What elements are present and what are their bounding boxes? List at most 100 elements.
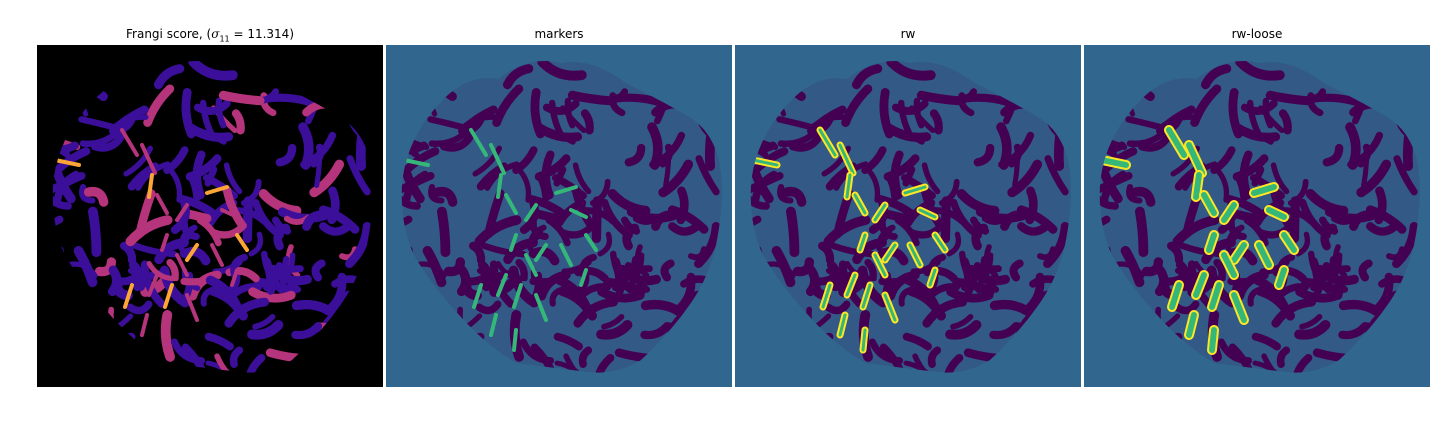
tissue-structure: [1235, 61, 1285, 81]
tissue-structure: [888, 125, 925, 145]
tissue-structure: [1305, 189, 1349, 216]
tissue-structure: [475, 300, 502, 315]
tissue-structure: [489, 260, 515, 308]
tissue-structure: [907, 222, 945, 239]
tissue-structure: [1322, 143, 1344, 167]
vessel-core: [933, 233, 947, 252]
vessel-marker: [504, 193, 518, 215]
vessel-marker: [534, 243, 548, 262]
tissue-structure: [1178, 242, 1225, 258]
tissue-structure: [1141, 257, 1164, 277]
tissue-structure: [1299, 198, 1331, 239]
tissue-structure: [1017, 222, 1050, 236]
tissue-structure: [298, 122, 314, 170]
tissue-structure: [1289, 196, 1300, 244]
tissue-structure: [67, 261, 98, 279]
tissue-structure: [272, 216, 292, 235]
tissue-structure: [88, 206, 102, 258]
rw-loose-panel-title: rw-loose: [1231, 27, 1283, 41]
tissue-structure: [946, 287, 994, 303]
tissue-structure: [146, 260, 179, 282]
tissue-structure: [902, 332, 932, 351]
markers-image: [386, 45, 732, 387]
tissue-structure: [285, 244, 301, 278]
tissue-structure: [166, 258, 179, 282]
tissue-structure: [668, 222, 701, 236]
tissue-structure: [209, 222, 247, 239]
tissue-structure: [983, 244, 999, 278]
tissue-structure: [229, 346, 244, 368]
tissue-structure: [218, 90, 265, 106]
tissue-structure: [876, 224, 896, 252]
vessel-marker: [559, 243, 573, 267]
tissue-structure: [1374, 186, 1387, 225]
tissue-structure: [1345, 122, 1361, 170]
tissue-structure: [823, 215, 871, 247]
rw-image: [735, 45, 1081, 387]
tissue-structure: [214, 353, 237, 373]
tissue-structure: [651, 210, 674, 231]
tissue-structure: [131, 242, 178, 258]
vessel-response: [147, 173, 154, 199]
tissue-structure: [262, 257, 276, 295]
rw-loose-image: [1084, 45, 1430, 387]
tissue-structure: [1294, 319, 1331, 340]
tissue-structure: [310, 143, 324, 168]
tissue-structure: [851, 64, 883, 90]
tissue-structure: [694, 221, 721, 269]
tissue-structure: [563, 353, 586, 373]
vessel-marker: [469, 128, 488, 157]
vessel-response: [155, 193, 169, 215]
tissue-structure: [786, 206, 800, 258]
tissue-structure: [660, 259, 675, 282]
tissue-structure: [538, 175, 551, 201]
tissue-structure: [640, 322, 672, 340]
vessel-core: [1206, 232, 1217, 253]
tissue-structure: [231, 109, 245, 135]
tissue-structure: [1270, 162, 1290, 195]
vessel-marker: [579, 268, 588, 287]
tissue-structure: [531, 209, 561, 223]
tissue-structure: [663, 158, 672, 188]
tissue-structure: [886, 61, 936, 81]
tissue-structure: [1392, 221, 1419, 269]
tissue-structure: [126, 300, 153, 315]
vessel-marker: [584, 233, 598, 252]
tissue-structure: [996, 122, 1012, 170]
tissue-structure: [580, 109, 594, 135]
tissue-structure: [1012, 158, 1021, 188]
tissue-structure: [1154, 265, 1169, 297]
vessel-core: [928, 268, 937, 287]
tissue-structure: [1361, 158, 1370, 188]
tissue-structure: [1008, 143, 1022, 168]
vessel-marker: [524, 253, 538, 277]
markers-panel-title: markers: [534, 27, 584, 41]
tissue-structure: [1322, 252, 1343, 290]
tissue-structure: [327, 186, 340, 225]
tissue-structure: [469, 241, 486, 265]
tissue-structure: [83, 186, 109, 207]
tissue-structure: [877, 247, 909, 266]
vessel-marker: [472, 283, 483, 309]
vessel-core: [1099, 157, 1129, 168]
tissue-structure: [624, 143, 646, 167]
vessel-core: [821, 283, 832, 309]
tissue-structure: [1262, 97, 1274, 129]
vessel-response: [185, 293, 199, 322]
vessel-core: [1186, 312, 1197, 338]
tissue-structure: [1099, 165, 1123, 204]
tissue-structure: [1256, 222, 1294, 239]
tissue-structure: [1251, 332, 1281, 351]
vessel-marker: [554, 185, 578, 195]
vessel-core: [883, 293, 897, 322]
vessel-core: [845, 173, 852, 199]
tissue-structure: [920, 185, 945, 230]
tissue-structure: [181, 343, 210, 373]
tissue-structure: [553, 166, 567, 187]
frangi-panel-title: Frangi score, (σ11 = 11.314): [126, 27, 294, 44]
vessel-core: [861, 283, 872, 309]
tissue-structure: [621, 216, 641, 235]
tissue-structure: [109, 105, 149, 135]
tissue-structure: [805, 265, 820, 297]
vessel-marker: [496, 273, 508, 297]
